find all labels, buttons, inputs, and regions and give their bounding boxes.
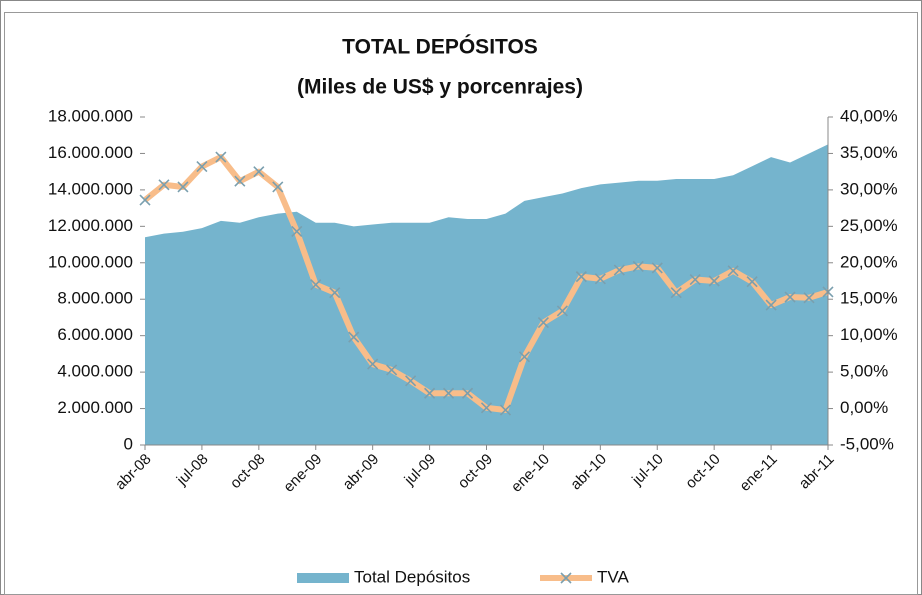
marker	[594, 273, 606, 285]
marker	[556, 305, 568, 317]
y2-tick-label: -5,00%	[840, 434, 894, 453]
y2-tick-label: 0,00%	[840, 398, 888, 417]
marker	[348, 331, 360, 343]
y2-tick-label: 40,00%	[840, 106, 898, 125]
marker	[708, 275, 720, 287]
marker	[537, 316, 549, 329]
marker	[746, 276, 758, 288]
marker	[442, 387, 455, 399]
marker	[139, 194, 151, 206]
marker	[177, 181, 189, 193]
legend-marker	[560, 572, 572, 584]
legend-label: TVA	[597, 567, 629, 586]
y2-tick-label: 15,00%	[840, 289, 898, 308]
y2-tick-label: 30,00%	[840, 179, 898, 198]
y-tick-label: 10.000.000	[48, 252, 133, 271]
marker	[405, 375, 417, 387]
y-tick-label: 14.000.000	[48, 179, 133, 198]
marker	[424, 387, 436, 399]
marker	[367, 358, 379, 370]
y-tick-label: 0	[124, 434, 133, 453]
marker	[480, 402, 493, 414]
marker	[272, 181, 284, 193]
chart-subtitle: (Miles de US$ y porcenrajes)	[297, 76, 583, 99]
marker	[291, 225, 303, 238]
marker	[727, 265, 739, 277]
chart-title: TOTAL DEPÓSITOS	[342, 35, 538, 59]
marker	[215, 151, 227, 163]
y-tick-label: 16.000.000	[48, 143, 133, 162]
area	[145, 144, 828, 446]
marker	[158, 179, 170, 191]
marker	[613, 264, 625, 276]
marker	[689, 273, 701, 286]
y-tick-label: 2.000.000	[57, 398, 133, 417]
marker	[499, 404, 512, 416]
marker	[803, 292, 815, 304]
legend-swatch	[297, 573, 349, 583]
marker	[253, 166, 265, 178]
marker	[518, 351, 531, 363]
marker	[234, 175, 246, 187]
y-tick-label: 8.000.000	[57, 289, 133, 308]
y2-tick-label: 5,00%	[840, 362, 888, 381]
y2-tick-label: 35,00%	[840, 143, 898, 162]
marker	[329, 287, 341, 299]
marker	[461, 387, 474, 399]
y2-tick-label: 20,00%	[840, 252, 898, 271]
marker	[670, 287, 682, 299]
y-tick-label: 18.000.000	[48, 106, 133, 125]
legend-label: Total Depósitos	[354, 567, 470, 586]
marker	[386, 364, 398, 376]
y2-tick-label: 10,00%	[840, 325, 898, 344]
marker	[765, 299, 777, 311]
marker	[632, 260, 644, 272]
marker	[784, 291, 796, 303]
marker	[196, 160, 208, 173]
marker	[310, 279, 322, 291]
y2-tick-label: 25,00%	[840, 216, 898, 235]
marker	[651, 262, 663, 274]
y-tick-label: 4.000.000	[57, 362, 133, 381]
marker	[575, 271, 587, 283]
y-tick-label: 6.000.000	[57, 325, 133, 344]
y-tick-label: 12.000.000	[48, 216, 133, 235]
